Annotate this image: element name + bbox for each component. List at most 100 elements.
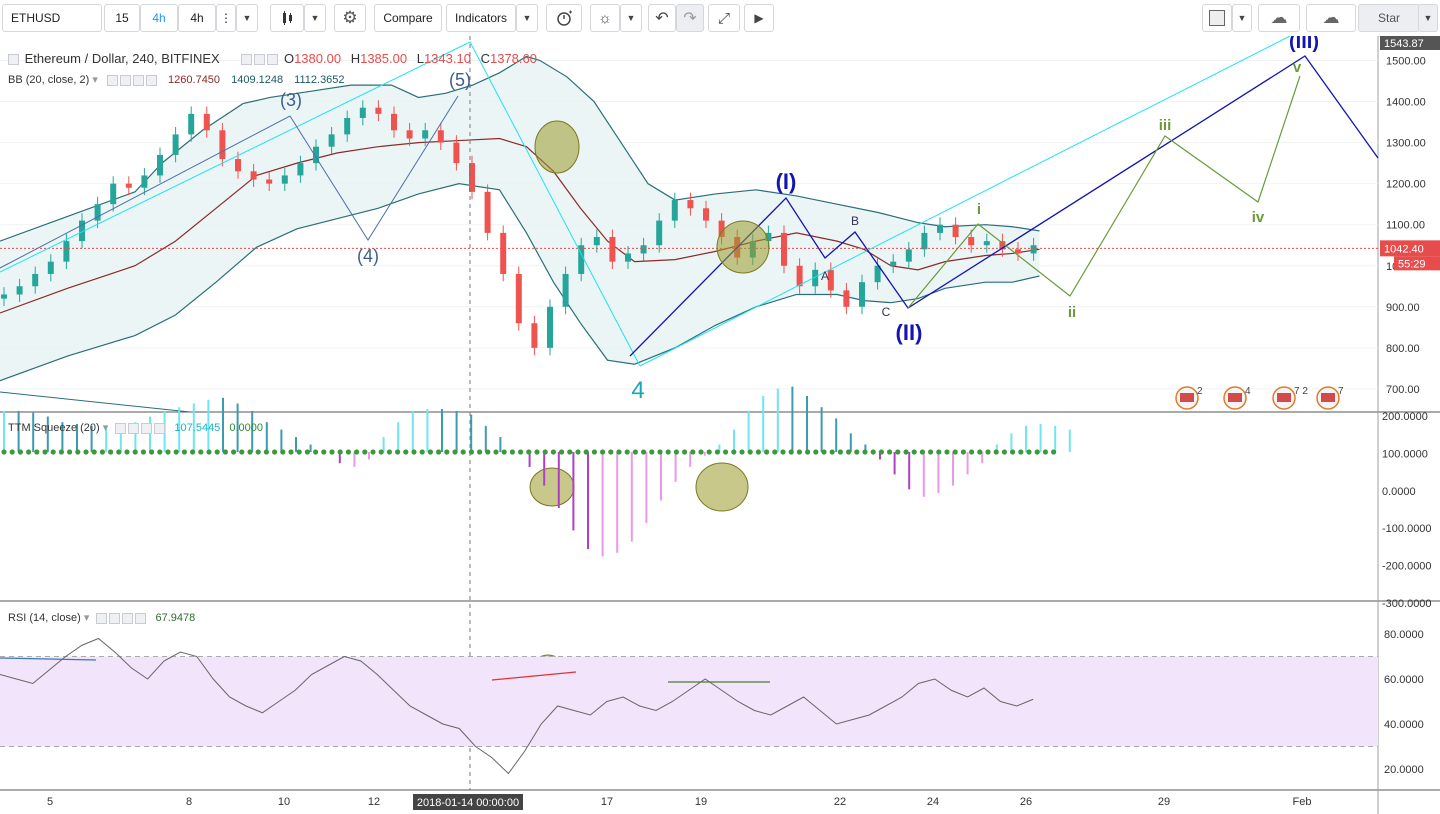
cloud-save-button[interactable]: ☁ — [1258, 4, 1300, 32]
squeeze-dot — [911, 449, 917, 455]
close-small-icon[interactable] — [145, 74, 157, 86]
add-small-icon[interactable] — [141, 422, 153, 434]
candle-body — [874, 265, 881, 283]
elliott-wave-old — [0, 95, 459, 269]
bar-style-dropdown[interactable]: ▼ — [304, 4, 326, 32]
interval-15-button[interactable]: 15 — [104, 4, 140, 32]
squeeze-dot — [747, 449, 753, 455]
candle-body — [391, 113, 397, 131]
fullscreen-button[interactable]: ⤢ — [708, 4, 740, 32]
candle-body — [515, 273, 522, 324]
ttm-squeeze-histogram — [1, 386, 1071, 557]
caret-down-icon: ▼ — [1423, 13, 1433, 23]
squeeze-dot — [837, 449, 844, 455]
indicators-dropdown[interactable]: ▼ — [516, 4, 538, 32]
wave-label-I: (I) — [776, 169, 797, 194]
candle-body — [16, 286, 23, 295]
cyan-trendline-rise — [639, 36, 1291, 367]
redo-button[interactable]: ↷ — [676, 4, 704, 32]
settings-button[interactable]: ⚙ — [334, 4, 366, 32]
teal-trendline — [0, 391, 191, 413]
symbol-search-input[interactable]: ETHUSD — [2, 4, 102, 32]
visibility-icon[interactable] — [96, 612, 108, 624]
settings-small-icon[interactable] — [254, 54, 266, 66]
rsi-tick-label: 20.0000 — [1384, 764, 1424, 776]
ideas-button[interactable]: ☼ — [590, 4, 620, 32]
chart-canvas[interactable]: 1500.001400.001300.001200.001100.001000.… — [0, 36, 1440, 814]
close-small-icon[interactable] — [154, 422, 166, 434]
candle-body — [983, 241, 990, 246]
squeeze-dot — [952, 449, 958, 455]
squeeze-dot — [854, 449, 860, 455]
ttm-value-2: 0.0000 — [229, 422, 264, 434]
layout-button[interactable] — [1202, 4, 1232, 32]
squeeze-dot — [1001, 449, 1008, 455]
candle-body — [968, 237, 975, 246]
wave-label-II: (II) — [896, 320, 923, 345]
squeeze-dot — [304, 449, 310, 455]
squeeze-dot — [313, 449, 319, 455]
add-small-icon[interactable] — [132, 74, 144, 86]
ideas-dropdown[interactable]: ▼ — [620, 4, 642, 32]
settings-small-icon[interactable] — [119, 74, 131, 86]
candle-body — [1015, 249, 1021, 254]
candle-body — [593, 237, 600, 246]
squeeze-dot — [91, 449, 97, 455]
squeeze-dot — [583, 449, 589, 455]
replay-button[interactable]: ▶ — [744, 4, 774, 32]
squeeze-dot — [698, 449, 704, 455]
bb-fill — [0, 56, 1040, 381]
layout-dropdown[interactable]: ▼ — [1232, 4, 1252, 32]
candle-body — [79, 220, 85, 242]
ttm-tick-label: 0.0000 — [1382, 486, 1416, 498]
settings-small-icon[interactable] — [128, 422, 140, 434]
more-intervals-button[interactable]: ⋮ — [216, 4, 236, 32]
collapse-icon[interactable] — [8, 54, 19, 66]
squeeze-dot — [821, 449, 827, 455]
visibility-icon[interactable] — [241, 54, 253, 66]
close-small-icon[interactable] — [267, 54, 279, 66]
candle-body — [578, 245, 585, 274]
event-badge-count: 7 2 — [1294, 386, 1308, 397]
squeeze-dot — [567, 449, 573, 455]
squeeze-dot — [895, 449, 901, 455]
time-tick-label: 19 — [695, 796, 707, 808]
settings-small-icon[interactable] — [109, 612, 121, 624]
cloud-load-button[interactable]: ☁ — [1306, 4, 1356, 32]
visibility-icon[interactable] — [115, 422, 127, 434]
visibility-icon[interactable] — [106, 74, 118, 86]
event-badge-count: 7 — [1338, 386, 1344, 397]
interval-dropdown-button[interactable]: ▼ — [236, 4, 258, 32]
high-value: 1385.00 — [360, 51, 408, 66]
compare-button[interactable]: Compare — [374, 4, 442, 32]
squeeze-dot — [386, 449, 392, 455]
star-button[interactable]: Star — [1358, 4, 1420, 32]
interval-4h-button[interactable]: 4h — [140, 4, 178, 32]
candle-body — [188, 113, 195, 135]
star-dropdown[interactable]: ▼ — [1418, 4, 1438, 32]
undo-button[interactable]: ↶ — [648, 4, 676, 32]
interval-4h-alt-button[interactable]: 4h — [178, 4, 216, 32]
rsi-legend: RSI (14, close) ▾ 67.9478 — [8, 612, 196, 624]
indicators-button[interactable]: Indicators — [446, 4, 516, 32]
squeeze-dot — [919, 449, 926, 455]
candle-body — [141, 175, 148, 188]
square-layout-icon — [1209, 10, 1225, 26]
add-small-icon[interactable] — [122, 612, 134, 624]
candle-body — [203, 113, 210, 131]
bar-style-button[interactable] — [270, 4, 304, 32]
squeeze-dot — [460, 449, 466, 455]
play-icon: ▶ — [754, 11, 764, 25]
close-small-icon[interactable] — [135, 612, 147, 624]
wave-label-i: i — [977, 201, 981, 218]
rsi-trendline-red — [491, 671, 577, 681]
wave-label-iv: iv — [1252, 209, 1265, 226]
ttm-tick-label: -200.0000 — [1382, 561, 1432, 573]
alert-button[interactable] — [546, 4, 582, 32]
squeeze-dot — [600, 449, 606, 455]
bb-legend: BB (20, close, 2) ▾ 1260.7450 1409.1248 … — [8, 74, 345, 86]
squeeze-dot — [878, 449, 885, 455]
close-value: 1378.60 — [489, 51, 537, 66]
candle-body — [937, 224, 943, 233]
candle-body — [235, 159, 241, 172]
